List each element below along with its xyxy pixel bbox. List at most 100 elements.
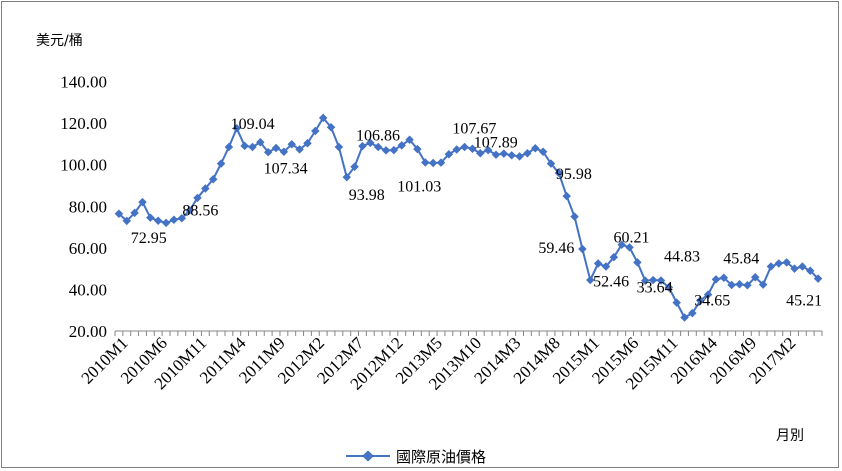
data-point bbox=[460, 142, 469, 152]
legend-marker bbox=[362, 450, 374, 462]
data-point bbox=[224, 142, 234, 152]
legend: 國際原油價格 bbox=[346, 448, 486, 466]
data-point bbox=[499, 149, 509, 158]
data-label: 101.03 bbox=[397, 179, 441, 196]
data-point bbox=[790, 264, 799, 273]
data-point bbox=[680, 313, 689, 322]
data-label: 60.21 bbox=[614, 229, 650, 246]
data-point bbox=[782, 258, 791, 267]
data-point bbox=[389, 145, 399, 155]
data-label: 44.83 bbox=[664, 248, 700, 265]
data-label: 34.65 bbox=[694, 293, 730, 310]
data-point bbox=[593, 259, 603, 268]
data-point bbox=[554, 168, 564, 178]
data-point bbox=[381, 146, 391, 155]
data-point bbox=[711, 275, 721, 284]
data-label: 109.04 bbox=[231, 116, 275, 133]
y-tick-label: 80.00 bbox=[69, 197, 107, 216]
data-label: 93.98 bbox=[349, 187, 385, 204]
data-point bbox=[256, 137, 265, 147]
data-point bbox=[405, 135, 414, 144]
data-labels: 72.95 88.56 109.04 107.34 93.98 106.86 101.03 1… bbox=[131, 116, 822, 310]
data-point bbox=[750, 273, 760, 282]
data-point bbox=[743, 281, 752, 290]
data-point bbox=[169, 215, 179, 225]
data-point bbox=[366, 138, 375, 148]
data-point bbox=[633, 258, 642, 267]
data-point bbox=[625, 243, 634, 252]
y-tick-label: 140.00 bbox=[60, 73, 107, 92]
data-point bbox=[428, 158, 438, 168]
data-label: 88.56 bbox=[182, 202, 218, 219]
data-point bbox=[122, 216, 132, 226]
data-point bbox=[161, 218, 171, 228]
data-point bbox=[719, 273, 729, 283]
data-point bbox=[240, 141, 249, 151]
data-point bbox=[153, 216, 163, 226]
data-point bbox=[641, 276, 650, 285]
data-label: 52.46 bbox=[593, 274, 629, 291]
y-tick-label: 100.00 bbox=[60, 156, 107, 175]
data-point bbox=[295, 145, 304, 154]
data-point bbox=[232, 124, 242, 133]
data-point bbox=[727, 280, 736, 290]
y-tick-label: 20.00 bbox=[69, 322, 107, 341]
data-label: 107.67 bbox=[452, 121, 496, 138]
axes: 20.0040.0060.0080.00100.00120.00140.0020… bbox=[60, 73, 823, 394]
data-label: 45.21 bbox=[786, 293, 822, 310]
data-point bbox=[279, 147, 289, 157]
data-label: 33.64 bbox=[637, 280, 673, 297]
data-label: 72.95 bbox=[131, 230, 167, 247]
y-tick-label: 40.00 bbox=[69, 280, 107, 299]
data-point bbox=[201, 184, 210, 193]
data-point bbox=[436, 158, 446, 167]
data-point bbox=[531, 144, 540, 153]
x-axis-unit: 月別 bbox=[776, 428, 804, 444]
y-axis-unit: 美元/桶 bbox=[36, 33, 83, 49]
data-label: 95.98 bbox=[556, 166, 592, 183]
data-label: 59.46 bbox=[538, 240, 574, 257]
data-point bbox=[413, 144, 422, 154]
y-tick-label: 60.00 bbox=[69, 239, 107, 258]
data-point bbox=[483, 145, 493, 155]
data-point bbox=[766, 262, 776, 271]
y-tick-label: 120.00 bbox=[60, 114, 107, 133]
data-point bbox=[805, 266, 815, 275]
data-label: 45.84 bbox=[723, 250, 759, 267]
data-point bbox=[672, 298, 681, 307]
data-point bbox=[688, 308, 697, 318]
data-point bbox=[263, 147, 273, 157]
data-point bbox=[287, 140, 296, 149]
data-point bbox=[798, 262, 807, 271]
data-point bbox=[146, 213, 155, 222]
data-label: 106.86 bbox=[356, 127, 400, 144]
data-point bbox=[648, 275, 658, 285]
series-line bbox=[118, 116, 819, 319]
data-point bbox=[546, 159, 556, 168]
data-point bbox=[342, 172, 351, 182]
data-point bbox=[523, 148, 532, 158]
data-point bbox=[491, 150, 501, 159]
data-point bbox=[578, 244, 587, 254]
data-point bbox=[562, 191, 571, 201]
data-point bbox=[735, 279, 744, 289]
data-point bbox=[271, 143, 281, 153]
data-point bbox=[193, 193, 202, 203]
series-layer bbox=[114, 113, 823, 322]
data-point bbox=[130, 208, 139, 218]
data-point bbox=[421, 158, 430, 167]
data-point bbox=[656, 276, 666, 285]
data-point bbox=[248, 142, 257, 152]
data-label: 107.89 bbox=[474, 134, 518, 151]
data-point bbox=[813, 274, 823, 283]
data-point bbox=[334, 142, 344, 152]
data-point bbox=[507, 151, 516, 160]
data-point bbox=[444, 150, 454, 159]
data-point bbox=[515, 152, 524, 161]
data-point bbox=[350, 162, 359, 171]
data-point bbox=[703, 290, 713, 299]
legend-label: 國際原油價格 bbox=[396, 448, 486, 466]
data-point bbox=[774, 259, 784, 268]
